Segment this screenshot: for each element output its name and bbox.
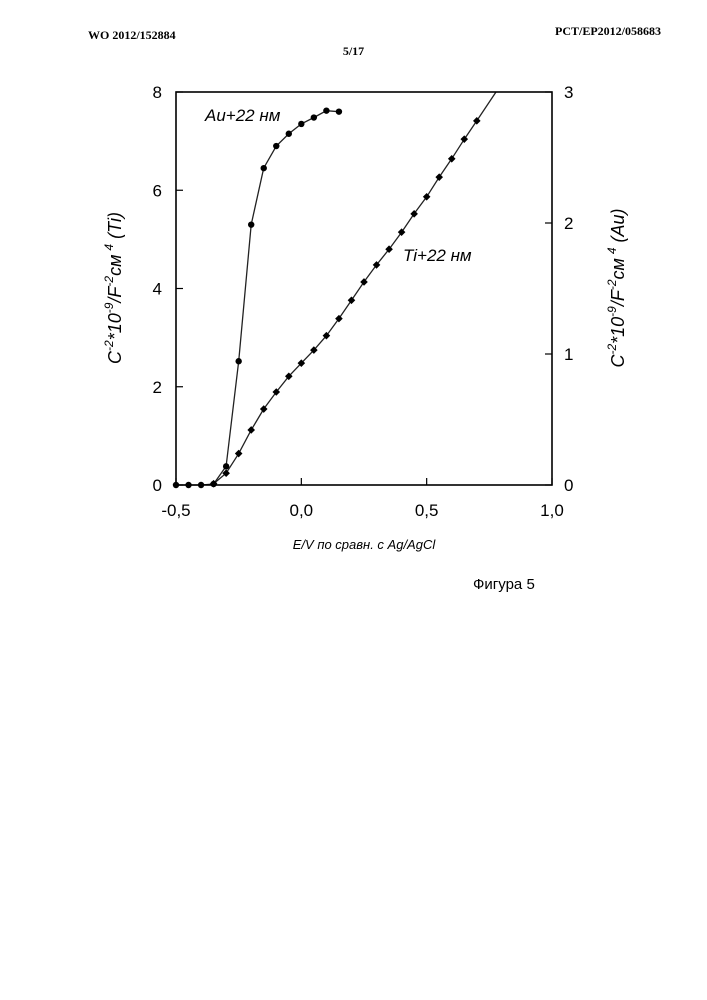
y-left-tick-label: 2 xyxy=(153,378,162,397)
x-tick-label: 0,0 xyxy=(290,501,314,520)
point-au xyxy=(261,165,267,171)
point-ti xyxy=(235,450,243,458)
x-tick-label: -0,5 xyxy=(161,501,190,520)
point-au xyxy=(286,131,292,137)
y-axis-left-title: C-2*10-9/F-2см4 (Ti) xyxy=(102,212,125,364)
y-left-tick-label: 6 xyxy=(153,181,162,200)
point-ti xyxy=(473,117,481,125)
y-right-tick-label: 2 xyxy=(564,214,573,233)
point-ti xyxy=(348,296,356,304)
point-ti xyxy=(435,173,443,181)
x-tick-label: 0,5 xyxy=(415,501,439,520)
x-tick-label: 1,0 xyxy=(540,501,564,520)
series-label-ti: Ti+22 нм xyxy=(403,246,472,265)
point-au xyxy=(298,121,304,127)
plot-frame xyxy=(176,92,552,485)
y-left-tick-label: 0 xyxy=(153,476,162,495)
y-right-tick-label: 0 xyxy=(564,476,573,495)
point-au xyxy=(273,143,279,149)
y-right-tick-label: 3 xyxy=(564,83,573,102)
y-left-tick-label: 8 xyxy=(153,83,162,102)
point-au xyxy=(311,114,317,120)
point-au xyxy=(248,221,254,227)
y-right-tick-label: 1 xyxy=(564,345,573,364)
x-axis-title: E/V по сравн. с Ag/AgCl xyxy=(293,537,437,552)
figure-caption: Фигура 5 xyxy=(473,576,535,593)
series-line-ti xyxy=(214,92,496,484)
point-au xyxy=(323,107,329,113)
point-au xyxy=(235,358,241,364)
y-axis-right-title: C-2*10-9/F-2см4 (Au) xyxy=(605,208,628,367)
point-ti xyxy=(247,426,255,434)
point-ti xyxy=(448,155,456,163)
series-line-au xyxy=(176,111,339,485)
series-label-au: Au+22 нм xyxy=(204,106,281,125)
y-left-tick-label: 4 xyxy=(153,280,162,299)
point-ti xyxy=(460,135,468,143)
point-au xyxy=(336,108,342,114)
point-au xyxy=(223,463,229,469)
